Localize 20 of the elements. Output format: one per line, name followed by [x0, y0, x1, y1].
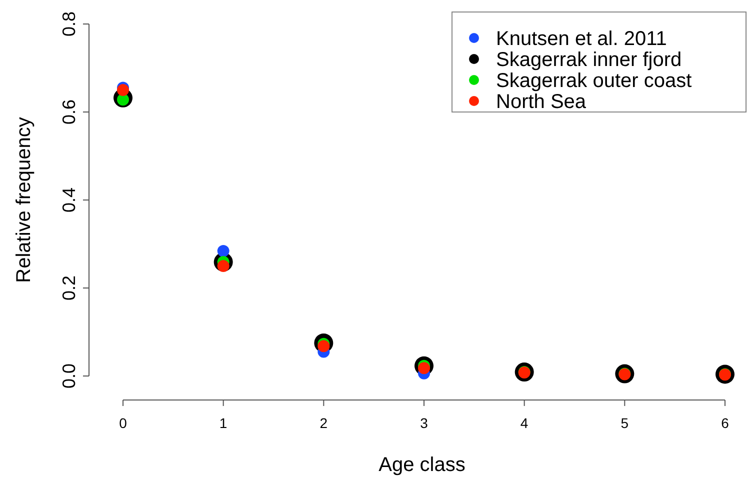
legend-label: Knutsen et al. 2011 — [496, 28, 667, 50]
x-tick-label: 0 — [119, 415, 128, 431]
x-tick-label: 6 — [721, 415, 730, 431]
legend-label: Skagerrak outer coast — [496, 70, 692, 92]
x-axis-title: Age class — [378, 454, 466, 476]
point — [117, 84, 129, 96]
x-tick-label: 3 — [420, 415, 428, 431]
y-tick-label: 0.6 — [59, 99, 79, 125]
x-tick-label: 5 — [620, 415, 629, 431]
y-tick-label: 0.0 — [59, 363, 79, 389]
x-tick-label: 1 — [219, 415, 228, 431]
legend-label: Skagerrak inner fjord — [496, 49, 682, 71]
y-axis-title: Relative frequency — [13, 117, 35, 283]
y-tick-label: 0.4 — [59, 187, 79, 213]
point — [217, 245, 230, 258]
x-tick-label: 4 — [520, 415, 528, 431]
legend-label: North Sea — [496, 91, 587, 113]
x-tick-label: 2 — [320, 415, 328, 431]
y-tick-label: 0.2 — [59, 275, 79, 301]
y-tick-label: 0.8 — [59, 11, 79, 37]
